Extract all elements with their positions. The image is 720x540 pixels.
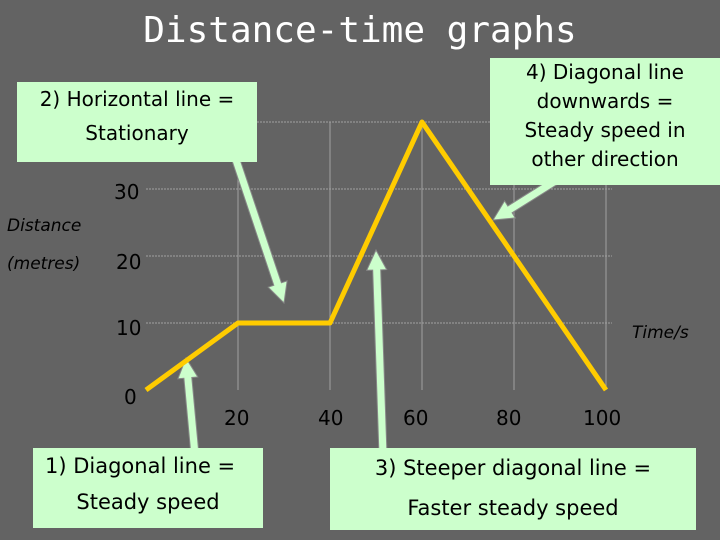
annotation-4-line1: 4) Diagonal line	[526, 60, 684, 84]
y-tick-30: 30	[114, 180, 140, 204]
y-tick-10: 10	[116, 316, 142, 340]
annotation-1-line2: Steady speed	[76, 490, 220, 514]
x-tick-80: 80	[496, 406, 522, 430]
annotation-2-line1: 2) Horizontal line =	[39, 87, 235, 111]
annotation-4-line3: Steady speed in	[524, 118, 686, 142]
annotation-box-3: 3) Steeper diagonal line = Faster steady…	[330, 448, 696, 530]
annotation-box-2: 2) Horizontal line = Stationary	[17, 82, 257, 162]
annotation-3-line1: 3) Steeper diagonal line =	[374, 456, 652, 480]
annotation-3-line2: Faster steady speed	[407, 496, 619, 520]
x-tick-100: 100	[583, 406, 622, 430]
series-line	[144, 119, 609, 393]
x-tick-60: 60	[403, 406, 429, 430]
annotation-1-line1: 1) Diagonal line =	[45, 454, 236, 478]
y-axis-label-line1: Distance	[7, 216, 82, 236]
annotation-2-line2: Stationary	[85, 121, 189, 145]
annotation-4-line4: other direction	[531, 147, 679, 171]
annotation-4-line2: downwards =	[536, 89, 674, 113]
pointer-arrows	[177, 155, 563, 456]
x-tick-40: 40	[318, 406, 344, 430]
arrow-to-segment-4	[492, 173, 563, 221]
y-axis-label-line2: (metres)	[7, 254, 81, 274]
arrow-to-segment-2	[230, 155, 288, 305]
arrow-to-segment-3	[365, 248, 388, 456]
y-tick-20: 20	[116, 250, 142, 274]
page-title: Distance-time graphs	[143, 10, 577, 51]
x-tick-20: 20	[224, 406, 250, 430]
arrow-to-segment-1	[177, 356, 200, 456]
annotation-box-1: 1) Diagonal line = Steady speed	[33, 448, 263, 528]
y-tick-0: 0	[124, 385, 137, 409]
x-axis-label: Time/s	[632, 323, 689, 343]
annotation-box-4: 4) Diagonal line downwards = Steady spee…	[490, 58, 720, 185]
